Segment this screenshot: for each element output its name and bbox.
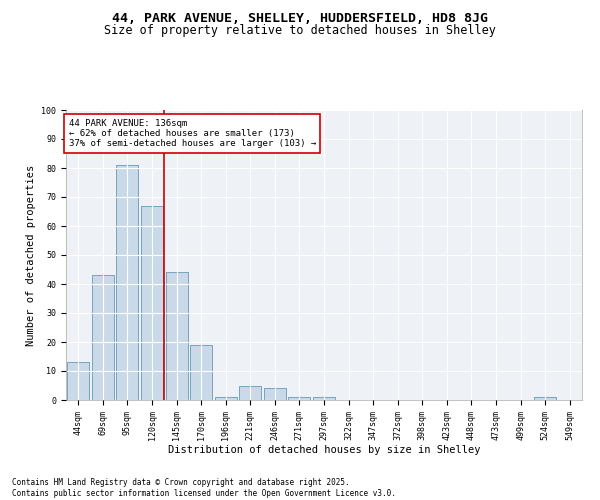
Bar — [264, 388, 286, 400]
Bar — [215, 397, 237, 400]
Text: Contains HM Land Registry data © Crown copyright and database right 2025.
Contai: Contains HM Land Registry data © Crown c… — [12, 478, 396, 498]
Y-axis label: Number of detached properties: Number of detached properties — [26, 164, 36, 346]
Text: 44 PARK AVENUE: 136sqm
← 62% of detached houses are smaller (173)
37% of semi-de: 44 PARK AVENUE: 136sqm ← 62% of detached… — [68, 118, 316, 148]
Bar — [190, 345, 212, 400]
Text: Size of property relative to detached houses in Shelley: Size of property relative to detached ho… — [104, 24, 496, 37]
Bar — [239, 386, 262, 400]
Bar — [116, 165, 139, 400]
Bar — [166, 272, 188, 400]
Bar — [313, 397, 335, 400]
Bar — [289, 397, 310, 400]
X-axis label: Distribution of detached houses by size in Shelley: Distribution of detached houses by size … — [168, 446, 480, 456]
Bar — [92, 276, 114, 400]
Bar — [141, 206, 163, 400]
Bar — [534, 397, 556, 400]
Bar — [67, 362, 89, 400]
Text: 44, PARK AVENUE, SHELLEY, HUDDERSFIELD, HD8 8JG: 44, PARK AVENUE, SHELLEY, HUDDERSFIELD, … — [112, 12, 488, 26]
